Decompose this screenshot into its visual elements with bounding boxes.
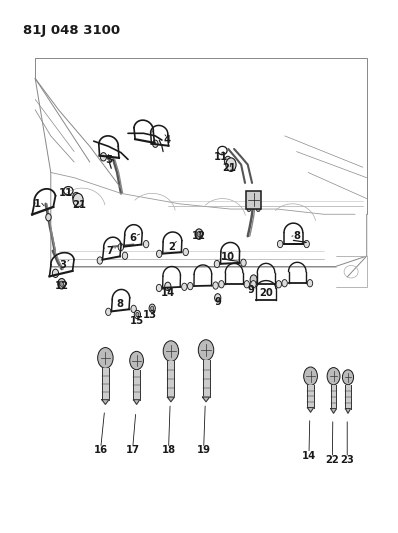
Circle shape (97, 257, 103, 264)
Circle shape (163, 341, 179, 361)
Text: 9: 9 (247, 285, 254, 295)
Bar (345, 385, 351, 409)
Circle shape (187, 282, 193, 290)
Text: 8: 8 (117, 299, 124, 309)
Circle shape (247, 206, 251, 212)
Circle shape (304, 367, 318, 385)
Text: 2: 2 (168, 241, 175, 252)
Text: 10: 10 (221, 252, 235, 262)
Circle shape (150, 306, 154, 310)
Text: 12: 12 (55, 281, 69, 292)
Circle shape (143, 240, 149, 248)
Text: 5: 5 (105, 155, 112, 165)
Circle shape (256, 206, 260, 212)
Circle shape (72, 192, 80, 201)
Circle shape (118, 244, 123, 251)
Text: 21: 21 (72, 200, 86, 210)
Circle shape (156, 250, 162, 257)
Text: 14: 14 (302, 450, 316, 461)
Circle shape (100, 152, 107, 161)
Circle shape (134, 310, 140, 319)
Circle shape (60, 281, 64, 286)
Text: 23: 23 (340, 455, 354, 465)
Polygon shape (203, 397, 209, 402)
Text: 12: 12 (192, 231, 206, 241)
Circle shape (149, 304, 155, 312)
Circle shape (152, 140, 158, 148)
Text: 4: 4 (164, 135, 171, 145)
Text: 11: 11 (213, 152, 228, 162)
Text: 9: 9 (214, 297, 221, 307)
Circle shape (244, 280, 250, 288)
Polygon shape (168, 397, 174, 402)
Circle shape (241, 259, 246, 266)
Circle shape (183, 248, 188, 256)
Circle shape (181, 283, 187, 290)
Circle shape (304, 240, 309, 248)
Circle shape (131, 305, 137, 312)
Text: 20: 20 (259, 288, 273, 297)
Polygon shape (345, 409, 351, 413)
Text: 22: 22 (326, 455, 339, 465)
Text: 18: 18 (162, 446, 176, 455)
Text: 21: 21 (222, 163, 236, 173)
Text: 81J 048 3100: 81J 048 3100 (23, 23, 121, 37)
Bar (307, 385, 314, 408)
Circle shape (165, 282, 171, 290)
Circle shape (277, 240, 283, 248)
Circle shape (195, 229, 203, 239)
Circle shape (136, 312, 139, 317)
Circle shape (327, 368, 340, 385)
Bar (331, 385, 336, 409)
Circle shape (73, 193, 83, 207)
Text: 7: 7 (107, 246, 113, 256)
Circle shape (226, 158, 236, 172)
Bar (203, 360, 209, 397)
Circle shape (213, 282, 219, 289)
Text: 13: 13 (143, 310, 157, 320)
Circle shape (251, 280, 256, 288)
Text: 19: 19 (197, 446, 211, 455)
Bar (133, 370, 140, 400)
Circle shape (53, 269, 59, 278)
Text: 6: 6 (129, 233, 136, 243)
Text: 11: 11 (59, 188, 73, 198)
Circle shape (219, 280, 224, 288)
Circle shape (198, 340, 214, 360)
Bar (102, 368, 109, 400)
Bar (168, 361, 174, 397)
Text: 14: 14 (161, 288, 175, 297)
Circle shape (215, 294, 221, 302)
Circle shape (276, 280, 281, 288)
Circle shape (58, 279, 66, 289)
Circle shape (250, 275, 257, 284)
Text: 17: 17 (126, 446, 140, 455)
Circle shape (214, 260, 220, 268)
Text: 3: 3 (59, 261, 66, 270)
Circle shape (156, 284, 162, 292)
Circle shape (105, 308, 111, 316)
Circle shape (197, 231, 201, 237)
Text: 15: 15 (129, 316, 144, 326)
Polygon shape (307, 408, 314, 412)
FancyBboxPatch shape (246, 191, 261, 208)
Circle shape (130, 351, 143, 370)
Text: 16: 16 (94, 446, 108, 455)
Polygon shape (102, 400, 109, 405)
Circle shape (342, 370, 353, 385)
Circle shape (98, 348, 113, 368)
Text: 8: 8 (294, 231, 301, 241)
Circle shape (224, 156, 231, 166)
Circle shape (282, 280, 287, 287)
Circle shape (307, 280, 313, 287)
Polygon shape (133, 400, 140, 405)
Text: 1: 1 (33, 199, 41, 209)
Polygon shape (331, 409, 336, 413)
Circle shape (46, 214, 51, 221)
Circle shape (122, 252, 128, 260)
